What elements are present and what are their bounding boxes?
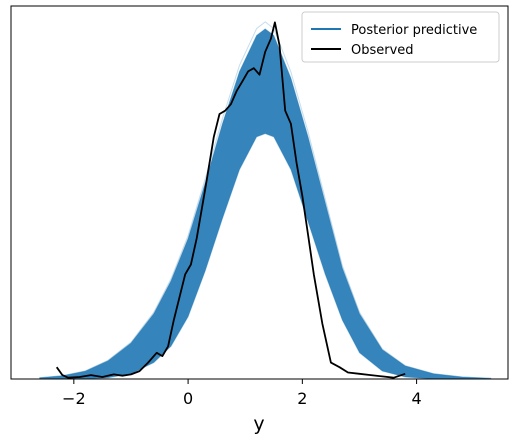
posterior-predictive-band — [39, 28, 492, 380]
x-tick-label: 0 — [183, 389, 193, 408]
legend-label-posterior: Posterior predictive — [351, 23, 477, 38]
x-tick-label: −2 — [62, 389, 86, 408]
axes-frame — [10, 5, 509, 380]
posterior-predictive-upper-envelope — [39, 21, 491, 379]
x-tick-label: 4 — [412, 389, 422, 408]
x-axis-label: y — [253, 413, 264, 435]
observed-line — [55, 21, 406, 379]
legend: Posterior predictive Observed — [301, 11, 500, 63]
x-tick-label: 2 — [297, 389, 307, 408]
x-axis-ticks: −2 0 2 4 — [62, 379, 422, 408]
legend-box — [301, 11, 500, 63]
legend-label-observed: Observed — [351, 43, 414, 58]
plot-area — [39, 21, 492, 380]
